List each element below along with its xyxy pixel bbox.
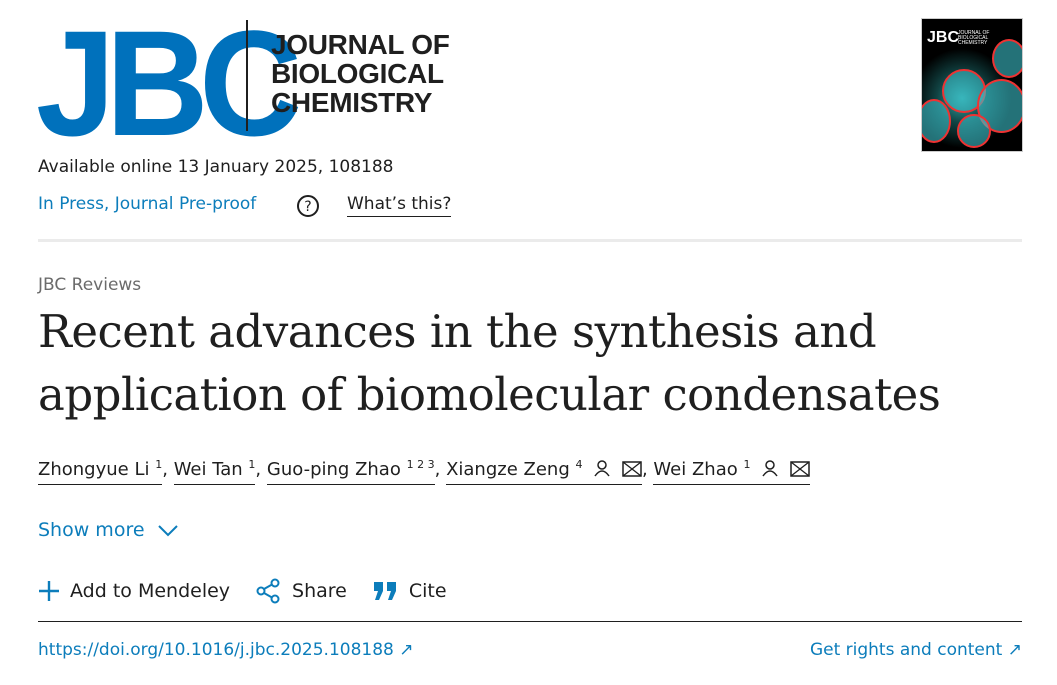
doi-text: https://doi.org/10.1016/j.jbc.2025.10818…	[38, 640, 394, 660]
mail-icon	[622, 461, 642, 477]
rights-link[interactable]: Get rights and content ↗	[810, 640, 1022, 660]
author-name: Wei Tan	[173, 459, 243, 480]
pre-proof-status-link[interactable]: In Press, Journal Pre-proof	[38, 194, 257, 214]
journal-name-line: JOURNAL OF	[271, 29, 450, 60]
availability-date: Available online 13 January 2025, 108188	[38, 157, 394, 177]
show-more-button[interactable]: Show more	[38, 519, 179, 541]
doi-link[interactable]: https://doi.org/10.1016/j.jbc.2025.10818…	[38, 640, 414, 660]
separator: ,	[641, 459, 648, 480]
svg-text:?: ?	[304, 199, 311, 215]
cite-label: Cite	[408, 580, 447, 602]
separator: ,	[255, 459, 262, 480]
journal-name-line: BIOLOGICAL	[271, 58, 444, 89]
show-more-label: Show more	[38, 519, 145, 541]
author-name: Zhongyue Li	[38, 459, 150, 480]
separator: ,	[434, 459, 441, 480]
journal-name: JOURNAL OF BIOLOGICAL CHEMISTRY	[271, 30, 450, 117]
share-button[interactable]: Share	[256, 578, 347, 604]
share-label: Share	[292, 580, 347, 602]
article-title: Recent advances in the synthesis and app…	[38, 305, 941, 421]
logo-divider	[246, 20, 248, 131]
jbc-logo[interactable]: JBC	[36, 0, 302, 167]
rights-text: Get rights and content	[809, 640, 1003, 660]
article-actions: Add to Mendeley Share Cite	[38, 578, 447, 604]
author-link[interactable]: Zhongyue Li 1	[38, 458, 163, 485]
affiliation: 1	[248, 458, 256, 471]
person-icon	[762, 460, 778, 477]
divider	[38, 239, 1022, 242]
person-icon	[594, 460, 610, 477]
chevron-down-icon	[157, 525, 178, 537]
separator: ,	[162, 459, 168, 480]
article-section: JBC Reviews	[38, 275, 142, 295]
affiliation: 4	[575, 458, 583, 471]
journal-cover-image[interactable]: JBC JOURNAL OF BIOLOGICAL CHEMISTRY	[921, 18, 1023, 152]
affiliation: 1 2 3	[406, 458, 435, 471]
divider	[38, 621, 1022, 622]
author-link[interactable]: Wei Zhao 1	[653, 458, 810, 485]
mail-icon	[790, 461, 810, 477]
question-circle-icon[interactable]: ?	[296, 194, 320, 222]
author-name: Wei Zhao	[653, 459, 738, 480]
mendeley-label: Add to Mendeley	[70, 580, 231, 602]
whats-this-link[interactable]: What’s this?	[347, 194, 452, 217]
author-list: Zhongyue Li 1, Wei Tan 1, Guo-ping Zhao …	[38, 458, 810, 485]
add-to-mendeley-button[interactable]: Add to Mendeley	[38, 580, 230, 602]
external-link-icon: ↗	[1007, 640, 1022, 660]
quote-icon	[373, 582, 396, 600]
author-name: Guo-ping Zhao	[266, 459, 401, 480]
author-link[interactable]: Guo-ping Zhao 1 2 3	[266, 458, 435, 485]
affiliation: 1	[155, 458, 163, 471]
cite-button[interactable]: Cite	[373, 580, 447, 602]
journal-name-line: CHEMISTRY	[271, 87, 433, 118]
author-link[interactable]: Wei Tan 1	[173, 458, 256, 485]
external-link-icon: ↗	[399, 640, 414, 660]
share-icon	[256, 578, 280, 604]
affiliation: 1	[743, 458, 751, 471]
author-link[interactable]: Xiangze Zeng 4	[446, 458, 642, 485]
plus-icon	[39, 581, 59, 601]
author-name: Xiangze Zeng	[446, 459, 570, 480]
